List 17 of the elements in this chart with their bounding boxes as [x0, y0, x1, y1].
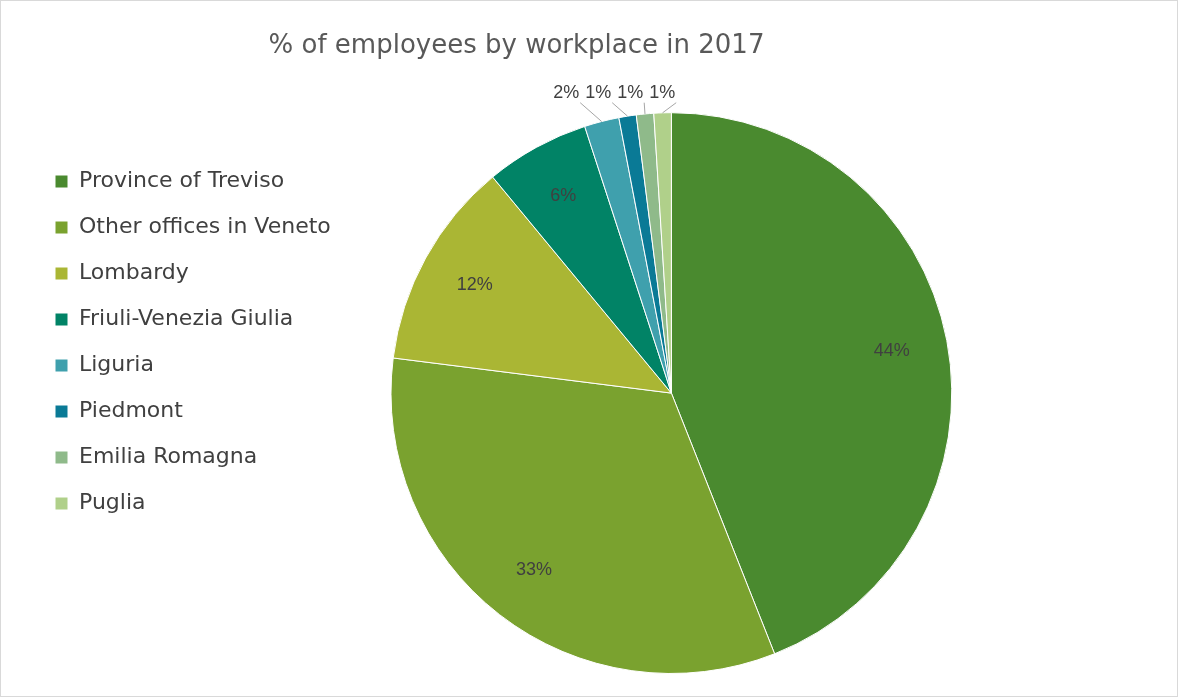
legend-label: Other offices in Veneto [79, 213, 331, 239]
data-label: 2% [553, 81, 580, 102]
data-label: 44% [873, 340, 910, 361]
legend-label: Emilia Romagna [79, 443, 258, 469]
data-label: 33% [515, 559, 552, 580]
data-label: 12% [456, 274, 493, 294]
data-label: 1% [617, 81, 644, 102]
legend-label: Friuli-Venezia Giulia [79, 305, 294, 331]
data-label: 1% [585, 81, 612, 102]
legend-label: Province of Treviso [79, 167, 285, 193]
chart-title: % of employees by workplace in 2017 [268, 29, 765, 60]
legend-label: Piedmont [79, 397, 184, 423]
legend-label: Puglia [79, 489, 146, 515]
legend-label: Lombardy [79, 259, 189, 285]
legend-label: Liguria [79, 351, 154, 377]
data-label: 6% [550, 185, 577, 206]
data-label: 1% [649, 81, 676, 102]
